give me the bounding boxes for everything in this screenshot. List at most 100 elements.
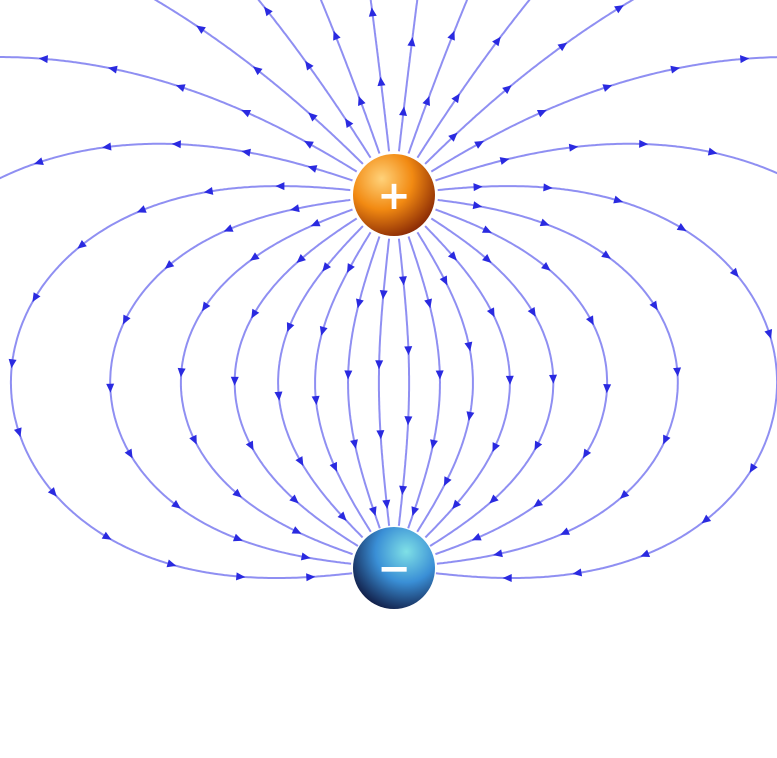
field-arrow bbox=[473, 183, 483, 192]
field-arrow bbox=[439, 275, 448, 286]
field-arrow bbox=[290, 204, 300, 213]
field-line bbox=[109, 198, 352, 565]
field-arrow bbox=[189, 434, 197, 445]
field-line bbox=[435, 208, 609, 556]
field-arrow bbox=[729, 267, 739, 278]
field-arrow bbox=[175, 84, 186, 92]
field-arrow bbox=[602, 84, 613, 92]
field-arrow bbox=[603, 384, 612, 394]
field-arrow bbox=[601, 250, 611, 259]
field-arrow bbox=[533, 498, 543, 508]
field-arrow bbox=[346, 263, 355, 273]
field-line bbox=[233, 217, 359, 547]
field-arrow bbox=[124, 448, 133, 459]
field-line bbox=[346, 236, 381, 529]
field-arrow bbox=[499, 157, 510, 165]
field-arrow bbox=[447, 30, 455, 41]
field-arrow bbox=[166, 559, 177, 568]
field-arrow bbox=[322, 262, 332, 272]
field-arrow bbox=[249, 252, 260, 261]
field-arrow bbox=[34, 157, 44, 165]
field-arrow bbox=[492, 442, 500, 453]
field-arrow bbox=[505, 375, 514, 385]
field-arrow bbox=[407, 37, 416, 47]
positive-charge-sign: + bbox=[377, 173, 411, 219]
field-arrow bbox=[329, 461, 337, 472]
field-arrow bbox=[305, 60, 314, 71]
field-arrow bbox=[337, 511, 347, 521]
field-arrow bbox=[264, 6, 273, 17]
field-arrow bbox=[549, 374, 558, 384]
field-arrows bbox=[8, 5, 773, 583]
field-arrow bbox=[102, 142, 112, 151]
negative-charge: − bbox=[353, 527, 435, 609]
field-arrow bbox=[474, 140, 484, 149]
field-line bbox=[435, 142, 777, 182]
field-arrow bbox=[764, 329, 773, 339]
field-arrow bbox=[296, 254, 306, 263]
field-line bbox=[429, 217, 555, 547]
field-arrow bbox=[201, 301, 211, 312]
field-arrow bbox=[424, 298, 432, 309]
field-line bbox=[397, 238, 411, 526]
field-arrow bbox=[452, 499, 462, 510]
field-arrow bbox=[489, 494, 499, 504]
field-line bbox=[377, 238, 391, 526]
field-arrow bbox=[319, 325, 328, 336]
field-arrow bbox=[613, 195, 623, 204]
field-line bbox=[407, 0, 469, 154]
field-arrow bbox=[300, 552, 311, 561]
field-arrow bbox=[274, 391, 283, 401]
field-arrow bbox=[311, 395, 320, 406]
negative-charge-sign: − bbox=[377, 546, 411, 592]
field-line bbox=[277, 225, 364, 539]
field-arrow bbox=[8, 358, 17, 369]
field-arrow bbox=[232, 533, 243, 542]
field-line bbox=[416, 0, 531, 159]
field-arrow bbox=[639, 139, 649, 148]
field-arrow bbox=[585, 315, 594, 326]
field-arrow bbox=[572, 568, 583, 577]
field-arrow bbox=[38, 55, 49, 64]
field-arrow bbox=[122, 314, 131, 325]
field-arrow bbox=[557, 42, 568, 52]
field-arrow bbox=[472, 201, 483, 210]
field-arrow bbox=[447, 251, 457, 261]
field-arrow bbox=[230, 376, 239, 386]
field-arrow bbox=[245, 440, 254, 451]
field-arrow bbox=[382, 499, 391, 509]
field-arrow bbox=[749, 463, 758, 473]
field-arrow bbox=[164, 260, 175, 269]
field-lines bbox=[0, 0, 777, 579]
field-line bbox=[153, 0, 364, 165]
field-arrow bbox=[482, 254, 492, 263]
positive-charge: + bbox=[353, 154, 435, 236]
field-arrow bbox=[13, 427, 22, 438]
field-arrow bbox=[614, 5, 624, 14]
field-arrow bbox=[308, 112, 318, 122]
field-arrow bbox=[536, 109, 547, 118]
field-line bbox=[314, 231, 372, 533]
field-arrow bbox=[375, 360, 384, 370]
field-arrow bbox=[543, 183, 553, 192]
field-arrow bbox=[411, 506, 420, 517]
field-line bbox=[319, 0, 381, 154]
field-line bbox=[0, 142, 353, 182]
field-arrow bbox=[527, 307, 536, 317]
field-arrow bbox=[241, 109, 252, 118]
field-arrow bbox=[568, 143, 579, 152]
field-arrow bbox=[368, 506, 377, 517]
field-arrow bbox=[356, 298, 364, 309]
field-line bbox=[397, 0, 419, 152]
field-arrow bbox=[379, 290, 388, 300]
field-line bbox=[0, 56, 358, 173]
field-arrow bbox=[399, 106, 408, 116]
field-arrow bbox=[430, 439, 438, 449]
field-line bbox=[424, 0, 635, 165]
field-arrow bbox=[310, 218, 321, 227]
field-arrow bbox=[502, 85, 512, 95]
field-arrow bbox=[673, 367, 682, 377]
field-arrow bbox=[368, 7, 377, 17]
field-arrow bbox=[701, 514, 712, 524]
